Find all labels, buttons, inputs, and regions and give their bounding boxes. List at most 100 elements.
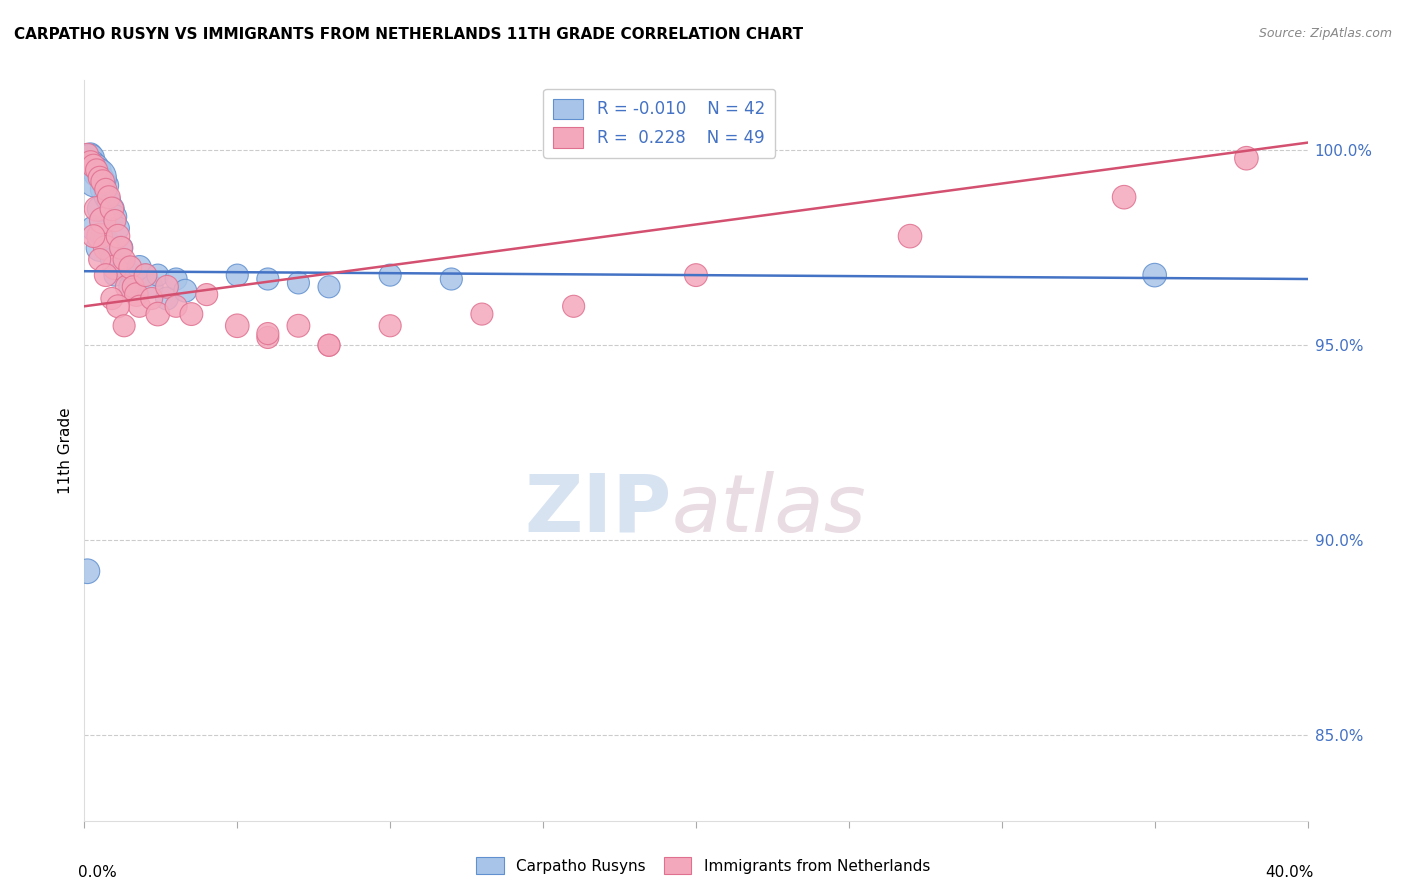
Point bbox=[562, 299, 585, 313]
Point bbox=[104, 260, 127, 275]
Point bbox=[112, 318, 135, 333]
Point bbox=[104, 268, 127, 282]
Text: CARPATHO RUSYN VS IMMIGRANTS FROM NETHERLANDS 11TH GRADE CORRELATION CHART: CARPATHO RUSYN VS IMMIGRANTS FROM NETHER… bbox=[14, 27, 803, 42]
Point bbox=[128, 260, 150, 275]
Point bbox=[141, 280, 163, 294]
Point bbox=[94, 233, 117, 247]
Legend: Carpatho Rusyns, Immigrants from Netherlands: Carpatho Rusyns, Immigrants from Netherl… bbox=[470, 851, 936, 880]
Point bbox=[120, 260, 142, 275]
Point bbox=[287, 276, 309, 290]
Point bbox=[101, 202, 124, 216]
Point bbox=[112, 260, 135, 275]
Point bbox=[141, 292, 163, 306]
Point bbox=[83, 221, 105, 235]
Text: 40.0%: 40.0% bbox=[1265, 865, 1313, 880]
Point bbox=[97, 190, 120, 204]
Point bbox=[180, 307, 202, 321]
Point bbox=[91, 170, 114, 185]
Point bbox=[101, 292, 124, 306]
Point bbox=[86, 159, 108, 173]
Text: atlas: atlas bbox=[672, 471, 866, 549]
Point bbox=[89, 252, 111, 267]
Point bbox=[79, 147, 101, 161]
Point bbox=[1143, 268, 1166, 282]
Legend: R = -0.010    N = 42, R =  0.228    N = 49: R = -0.010 N = 42, R = 0.228 N = 49 bbox=[544, 88, 775, 158]
Point bbox=[89, 241, 111, 255]
Text: Source: ZipAtlas.com: Source: ZipAtlas.com bbox=[1258, 27, 1392, 40]
Point bbox=[380, 318, 402, 333]
Point bbox=[318, 280, 340, 294]
Point bbox=[94, 241, 117, 255]
Point bbox=[226, 318, 249, 333]
Point bbox=[83, 155, 105, 169]
Point bbox=[135, 268, 157, 282]
Point bbox=[89, 170, 111, 185]
Point bbox=[135, 268, 157, 282]
Point bbox=[86, 202, 108, 216]
Point bbox=[156, 280, 179, 294]
Point bbox=[318, 338, 340, 352]
Point bbox=[165, 299, 187, 313]
Point bbox=[257, 326, 280, 341]
Point bbox=[86, 162, 108, 177]
Point bbox=[91, 213, 114, 227]
Point bbox=[257, 272, 280, 286]
Point bbox=[174, 284, 197, 298]
Point bbox=[83, 229, 105, 244]
Point bbox=[104, 213, 127, 227]
Point bbox=[122, 268, 145, 282]
Point bbox=[107, 221, 129, 235]
Point bbox=[120, 280, 142, 294]
Point bbox=[104, 210, 127, 224]
Point bbox=[146, 268, 169, 282]
Point bbox=[79, 155, 101, 169]
Point bbox=[94, 268, 117, 282]
Point bbox=[89, 202, 111, 216]
Point bbox=[146, 307, 169, 321]
Point bbox=[107, 299, 129, 313]
Point bbox=[156, 292, 179, 306]
Point bbox=[86, 167, 108, 181]
Point bbox=[287, 318, 309, 333]
Point bbox=[110, 241, 132, 255]
Point bbox=[83, 159, 105, 173]
Point bbox=[115, 280, 138, 294]
Point bbox=[91, 182, 114, 196]
Point bbox=[471, 307, 494, 321]
Point bbox=[76, 147, 98, 161]
Point bbox=[76, 564, 98, 578]
Point bbox=[122, 280, 145, 294]
Point bbox=[195, 287, 218, 301]
Text: 0.0%: 0.0% bbox=[79, 865, 117, 880]
Point bbox=[257, 330, 280, 344]
Point bbox=[91, 175, 114, 189]
Text: ZIP: ZIP bbox=[524, 471, 672, 549]
Point bbox=[94, 190, 117, 204]
Point bbox=[380, 268, 402, 282]
Point bbox=[89, 229, 111, 244]
Point bbox=[107, 229, 129, 244]
Point bbox=[91, 229, 114, 244]
Point bbox=[165, 272, 187, 286]
Point bbox=[125, 287, 148, 301]
Point bbox=[94, 182, 117, 196]
Point bbox=[86, 170, 108, 185]
Point bbox=[97, 194, 120, 208]
Point bbox=[898, 229, 921, 244]
Point bbox=[226, 268, 249, 282]
Point bbox=[112, 252, 135, 267]
Point bbox=[79, 151, 101, 165]
Point bbox=[128, 299, 150, 313]
Point bbox=[97, 241, 120, 255]
Point bbox=[1114, 190, 1136, 204]
Point bbox=[685, 268, 707, 282]
Point bbox=[94, 178, 117, 193]
Point bbox=[1236, 151, 1258, 165]
Point bbox=[101, 252, 124, 267]
Point bbox=[110, 241, 132, 255]
Point bbox=[89, 162, 111, 177]
Point bbox=[318, 338, 340, 352]
Y-axis label: 11th Grade: 11th Grade bbox=[58, 407, 73, 494]
Point bbox=[440, 272, 463, 286]
Point bbox=[101, 202, 124, 216]
